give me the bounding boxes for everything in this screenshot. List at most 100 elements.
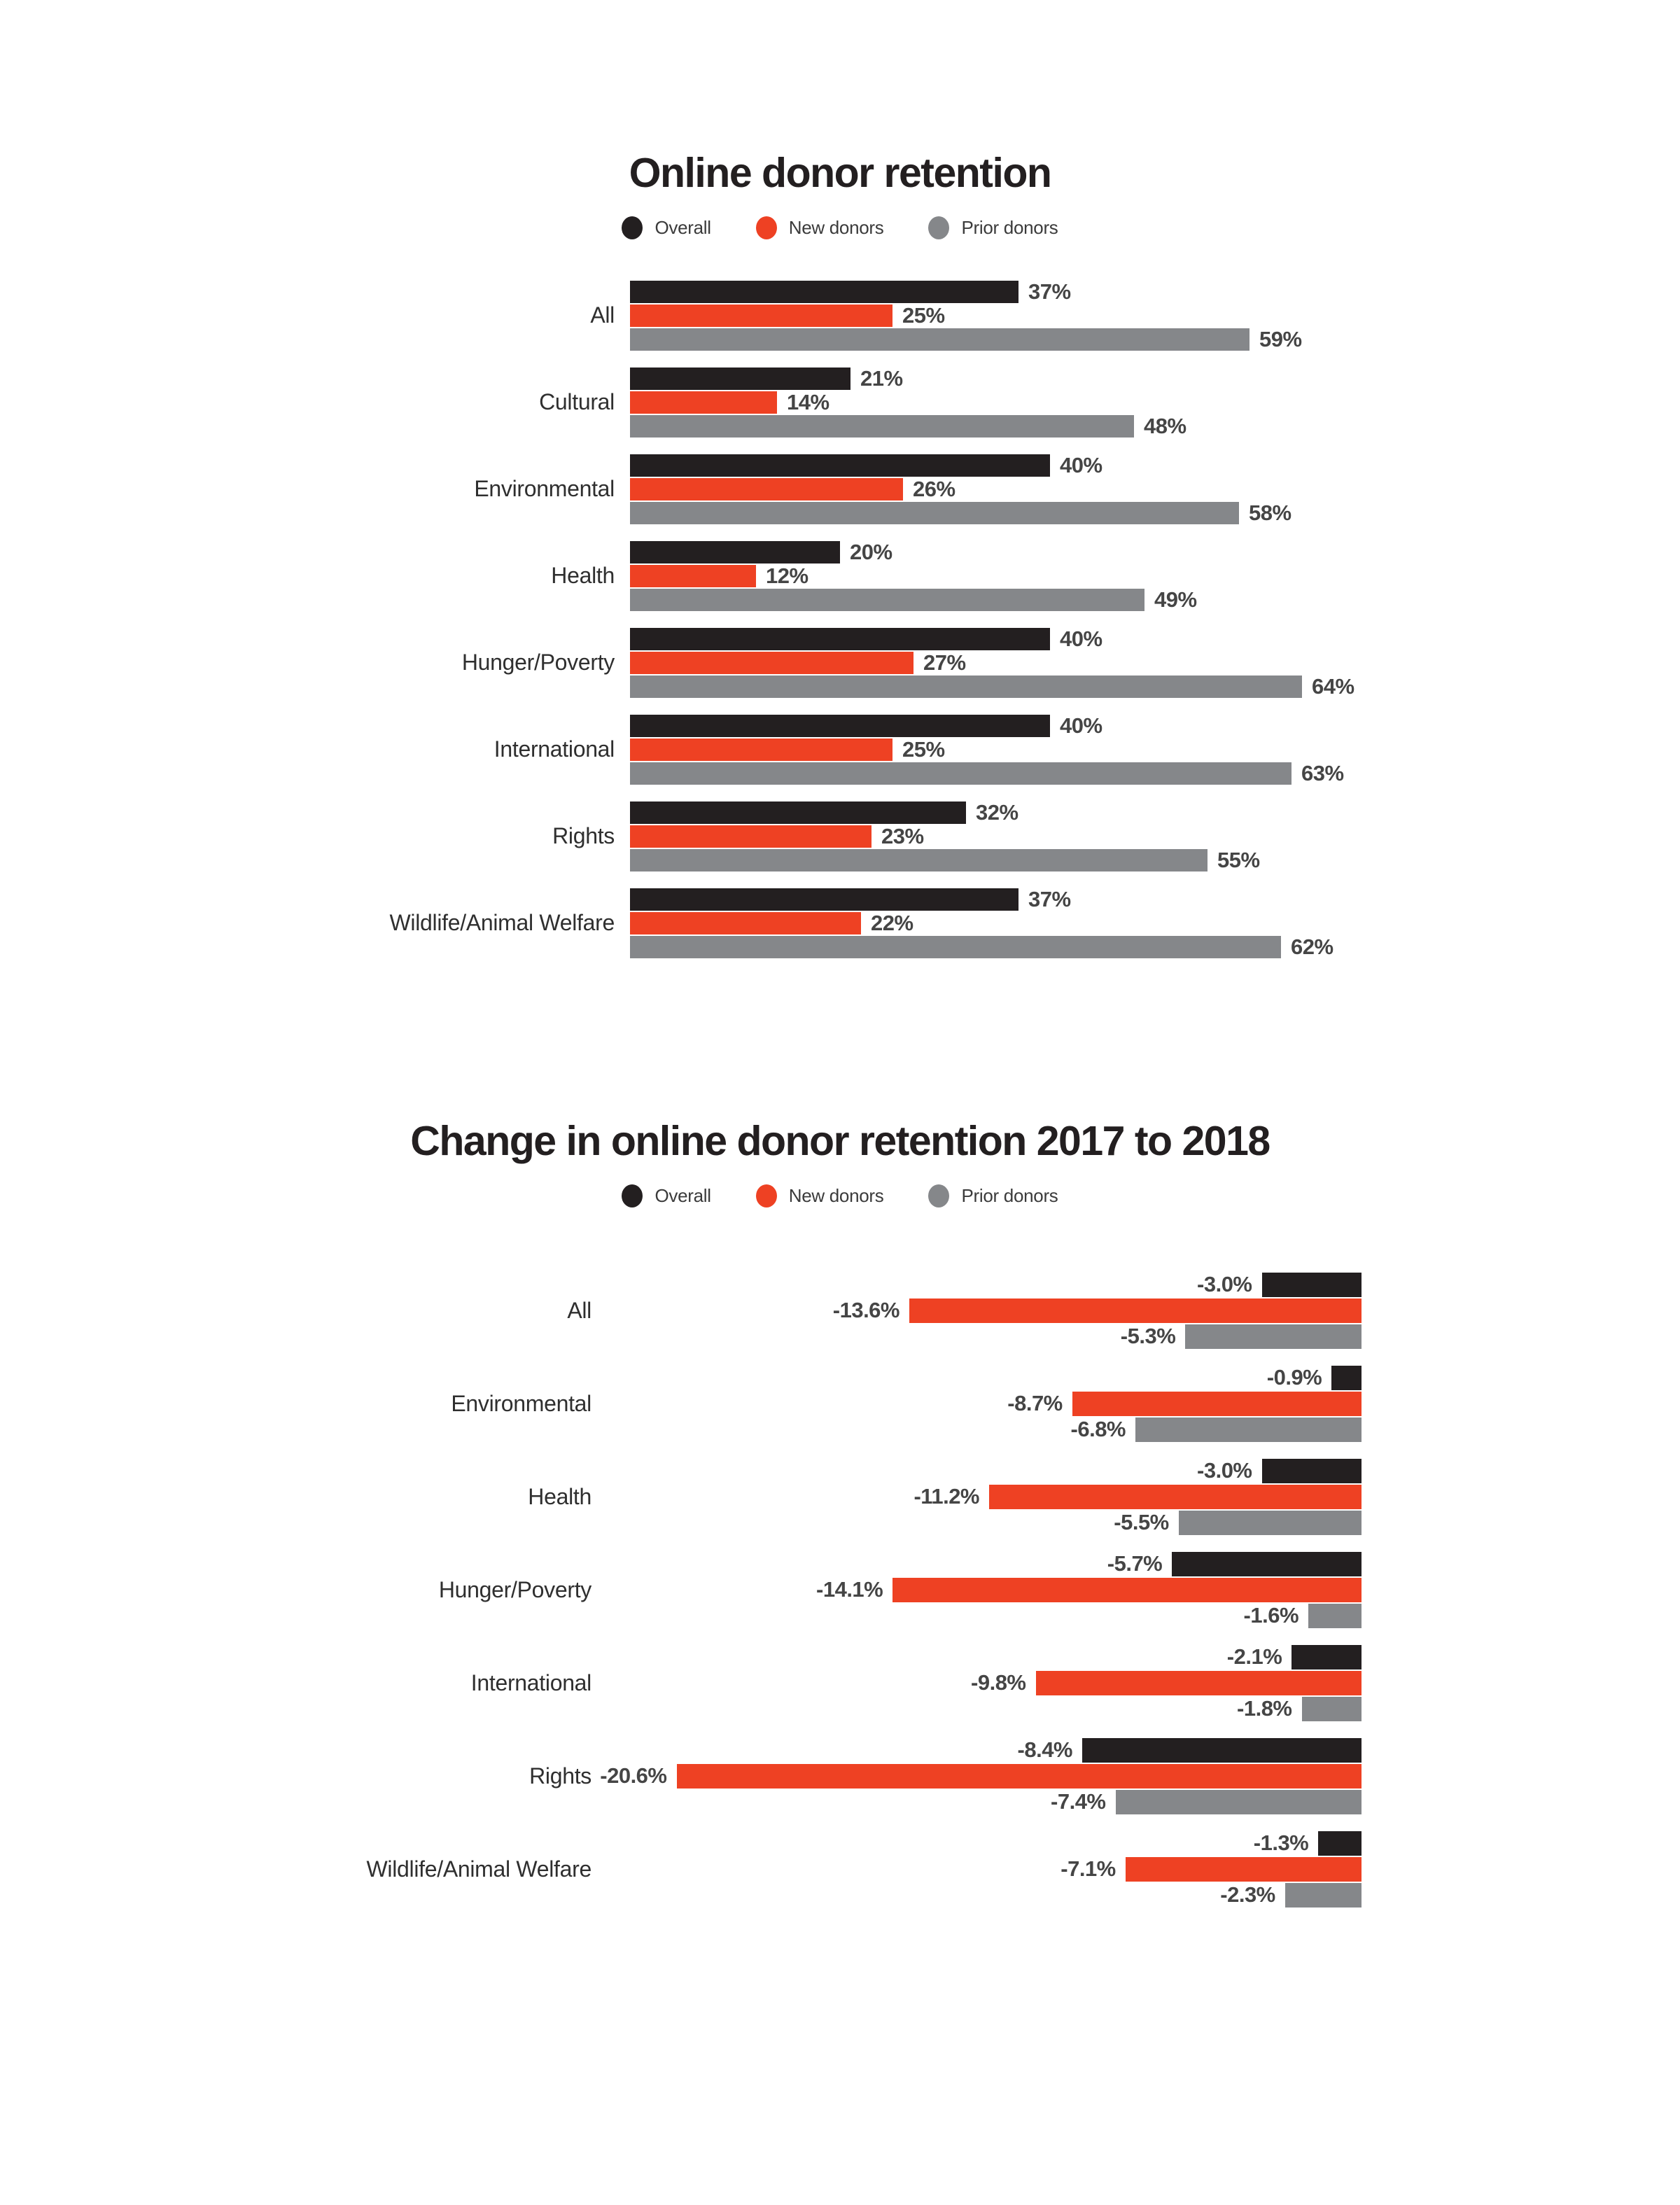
bar-line: -2.3% xyxy=(630,1882,1362,1908)
bar-line: 63% xyxy=(630,760,1680,785)
bar-prior-donors xyxy=(1178,1510,1362,1535)
bar-line: -6.8% xyxy=(630,1417,1362,1443)
bar-overall xyxy=(1331,1365,1362,1390)
bar-new-donors xyxy=(989,1484,1362,1509)
category-row-international: International 40% 25% 63% xyxy=(0,713,1680,785)
bar-line: -0.9% xyxy=(630,1365,1362,1391)
bar-prior-donors xyxy=(630,328,1250,351)
bar-group: 20% 12% 49% xyxy=(630,540,1680,612)
legend-item-overall: Overall xyxy=(622,1184,711,1208)
bar-group: 32% 23% 55% xyxy=(630,799,1680,872)
bar-line: 58% xyxy=(630,500,1680,525)
value-label: -5.3% xyxy=(1120,1324,1176,1349)
bar-line: -5.3% xyxy=(630,1324,1362,1350)
value-label: 37% xyxy=(1028,886,1071,911)
value-label: 26% xyxy=(913,476,955,501)
bar-prior-donors xyxy=(1115,1789,1362,1814)
value-label: -14.1% xyxy=(816,1577,883,1602)
value-label: -1.6% xyxy=(1243,1603,1299,1628)
bar-line: -1.8% xyxy=(630,1696,1362,1722)
bar-line: 64% xyxy=(630,673,1680,699)
bar-line: -3.0% xyxy=(630,1458,1362,1484)
bar-prior-donors xyxy=(630,762,1292,785)
bar-group: -0.9% -8.7% -6.8% xyxy=(630,1365,1362,1443)
legend-label-prior-donors: Prior donors xyxy=(961,1185,1058,1207)
value-label: -2.3% xyxy=(1220,1882,1275,1907)
category-row-rights: Rights -8.4% -20.6% -7.4% xyxy=(0,1737,1680,1815)
bar-overall xyxy=(630,280,1018,303)
category-row-wildlife-animal-welfare: Wildlife/Animal Welfare 37% 22% 62% xyxy=(0,886,1680,959)
bar-prior-donors xyxy=(1284,1882,1362,1907)
value-label: 55% xyxy=(1217,847,1260,872)
category-label: International xyxy=(470,1670,592,1695)
value-label: 32% xyxy=(976,799,1018,825)
bar-new-donors xyxy=(1125,1856,1362,1882)
value-label: 12% xyxy=(766,563,808,588)
bar-prior-donors xyxy=(1308,1603,1362,1628)
bar-new-donors xyxy=(676,1763,1362,1788)
bar-line: 25% xyxy=(630,302,1680,328)
bar-line: -5.7% xyxy=(630,1551,1362,1577)
bar-new-donors xyxy=(630,564,756,587)
bar-line: 12% xyxy=(630,564,1680,588)
bar-overall xyxy=(1292,1644,1362,1670)
value-label: -11.2% xyxy=(913,1484,979,1509)
value-label: 25% xyxy=(902,302,945,328)
value-label: 63% xyxy=(1301,760,1344,785)
category-label: Environmental xyxy=(451,1390,592,1416)
bar-line: -8.4% xyxy=(630,1737,1362,1763)
category-label: Environmental xyxy=(474,476,615,502)
bar-prior-donors xyxy=(1301,1696,1362,1721)
bar-group: 40% 26% 58% xyxy=(630,453,1680,525)
category-label: Rights xyxy=(552,823,615,849)
bar-new-donors xyxy=(630,477,903,500)
bar-line: -3.0% xyxy=(630,1272,1362,1298)
bar-prior-donors xyxy=(630,848,1208,872)
bar-prior-donors xyxy=(630,414,1134,438)
value-label: 14% xyxy=(787,389,830,414)
value-label: -6.8% xyxy=(1070,1417,1126,1442)
bar-line: 26% xyxy=(630,477,1680,501)
value-label: 22% xyxy=(871,910,913,935)
value-label: -1.3% xyxy=(1253,1830,1309,1856)
bar-line: -7.4% xyxy=(630,1789,1362,1815)
value-label: 58% xyxy=(1249,500,1292,525)
bar-line: 37% xyxy=(630,279,1680,304)
value-label: 40% xyxy=(1060,626,1102,651)
category-label: All xyxy=(567,1297,592,1323)
category-label: Rights xyxy=(529,1763,592,1788)
bar-prior-donors xyxy=(1135,1417,1362,1442)
legend-label-overall: Overall xyxy=(654,1185,711,1207)
category-row-all: All 37% 25% 59% xyxy=(0,279,1680,351)
value-label: -13.6% xyxy=(832,1298,900,1323)
legend-dot-new-donors-icon xyxy=(755,1184,777,1208)
bar-group: 37% 25% 59% xyxy=(630,279,1680,351)
bar-line: 20% xyxy=(630,540,1680,564)
category-row-environmental: Environmental -0.9% -8.7% -6.8% xyxy=(0,1365,1680,1443)
category-row-environmental: Environmental 40% 26% 58% xyxy=(0,453,1680,525)
chart-title: Change in online donor retention 2017 to… xyxy=(410,1118,1270,1164)
legend-dot-overall-icon xyxy=(622,1184,643,1208)
value-label: 62% xyxy=(1291,934,1334,959)
bar-line: -1.6% xyxy=(630,1603,1362,1629)
value-label: 40% xyxy=(1060,713,1102,738)
bar-line: -13.6% xyxy=(630,1298,1362,1324)
bar-prior-donors xyxy=(630,588,1144,611)
bar-line: -14.1% xyxy=(630,1577,1362,1603)
value-label: -3.0% xyxy=(1197,1458,1252,1483)
bar-group: -3.0% -13.6% -5.3% xyxy=(630,1272,1362,1350)
category-row-hunger-poverty: Hunger/Poverty -5.7% -14.1% -1.6% xyxy=(0,1551,1680,1629)
bar-overall xyxy=(1172,1551,1362,1576)
value-label: 64% xyxy=(1312,673,1354,699)
bar-line: 40% xyxy=(630,713,1680,738)
category-row-hunger-poverty: Hunger/Poverty 40% 27% 64% xyxy=(0,626,1680,699)
category-row-all: All -3.0% -13.6% -5.3% xyxy=(0,1272,1680,1350)
bar-line: -8.7% xyxy=(630,1391,1362,1417)
value-label: -2.1% xyxy=(1226,1644,1282,1670)
bar-line: 40% xyxy=(630,453,1680,477)
bar-group: -5.7% -14.1% -1.6% xyxy=(630,1551,1362,1629)
legend-label-prior-donors: Prior donors xyxy=(961,217,1058,239)
bar-new-donors xyxy=(892,1577,1362,1602)
bar-new-donors xyxy=(630,651,913,674)
bar-line: 55% xyxy=(630,848,1680,872)
